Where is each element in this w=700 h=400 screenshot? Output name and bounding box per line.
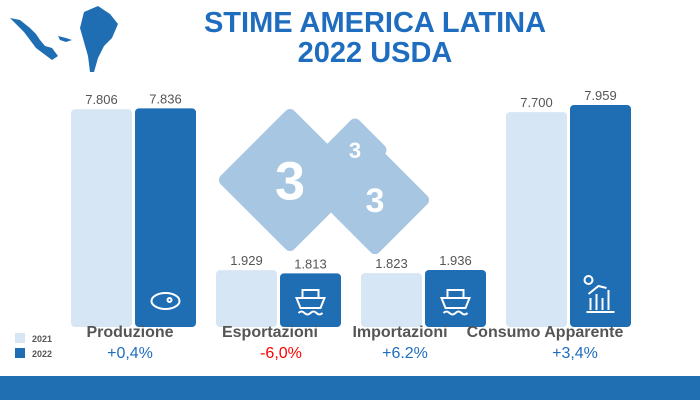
- category-label: Produzione: [86, 324, 173, 341]
- ship-icon: [440, 289, 471, 316]
- bar-group: 7.806 7.836 Produzione +0,4%: [71, 91, 196, 362]
- legend-swatch: [15, 348, 25, 358]
- chart-title: STIME AMERICA LATINA 2022 USDA: [150, 8, 600, 68]
- legend: 2021 2022: [15, 333, 52, 359]
- map-icon: [10, 6, 118, 72]
- footer-band: [0, 376, 700, 400]
- value-label: 7.836: [149, 91, 182, 106]
- watermark-logo-icon: 333: [218, 108, 430, 255]
- bar-base: [570, 319, 631, 323]
- value-label: 1.929: [230, 253, 263, 268]
- category-label: Consumo Apparente: [467, 324, 624, 341]
- watermark-digit: 3: [349, 138, 361, 163]
- bar-2022: [570, 105, 631, 327]
- value-label: 1.823: [375, 256, 408, 271]
- watermark-diamond: [320, 145, 430, 255]
- value-label: 7.959: [584, 88, 617, 103]
- bar-2021: [361, 273, 422, 327]
- bar-2021: [216, 270, 277, 327]
- value-label: 1.936: [439, 253, 472, 268]
- bar-2021: [506, 112, 567, 327]
- change-label: -6,0%: [260, 345, 302, 362]
- legend-swatch: [15, 333, 25, 343]
- change-label: +6.2%: [382, 345, 428, 362]
- bar-group: 1.929 1.813 Esportazioni -6,0%: [216, 253, 341, 362]
- watermark-digit: 3: [366, 182, 385, 220]
- category-label: Importazioni: [352, 324, 447, 341]
- bar-group: 1.823 1.936 Importazioni +6.2%: [352, 253, 486, 362]
- value-label: 7.806: [85, 92, 118, 107]
- meat-icon: [150, 292, 181, 310]
- bar-base: [71, 319, 132, 323]
- watermark-diamond: [218, 108, 362, 252]
- legend-label: 2021: [32, 334, 52, 344]
- bar-group: 7.700 7.959 Consumo Apparente +3,4%: [467, 88, 631, 362]
- bar-base: [425, 319, 486, 323]
- category-label: Esportazioni: [222, 324, 318, 341]
- title-line2: 2022 USDA: [297, 37, 453, 69]
- change-label: +3,4%: [552, 345, 598, 362]
- watermark-digit: 3: [275, 151, 305, 211]
- value-label: 1.813: [294, 256, 327, 271]
- change-label: +0,4%: [107, 345, 153, 362]
- ship-icon: [295, 289, 326, 316]
- value-label: 7.700: [520, 95, 553, 110]
- bar-base: [280, 319, 341, 323]
- bar-2021: [71, 109, 132, 327]
- legend-label: 2022: [32, 349, 52, 359]
- bar-base: [361, 319, 422, 323]
- bar-base: [506, 319, 567, 323]
- bar-base: [135, 319, 196, 323]
- title-line1: STIME AMERICA LATINA: [203, 7, 547, 39]
- bar-2022: [135, 108, 196, 327]
- bar-2022: [280, 273, 341, 327]
- food-consumption-icon: [583, 275, 615, 313]
- bar-base: [216, 319, 277, 323]
